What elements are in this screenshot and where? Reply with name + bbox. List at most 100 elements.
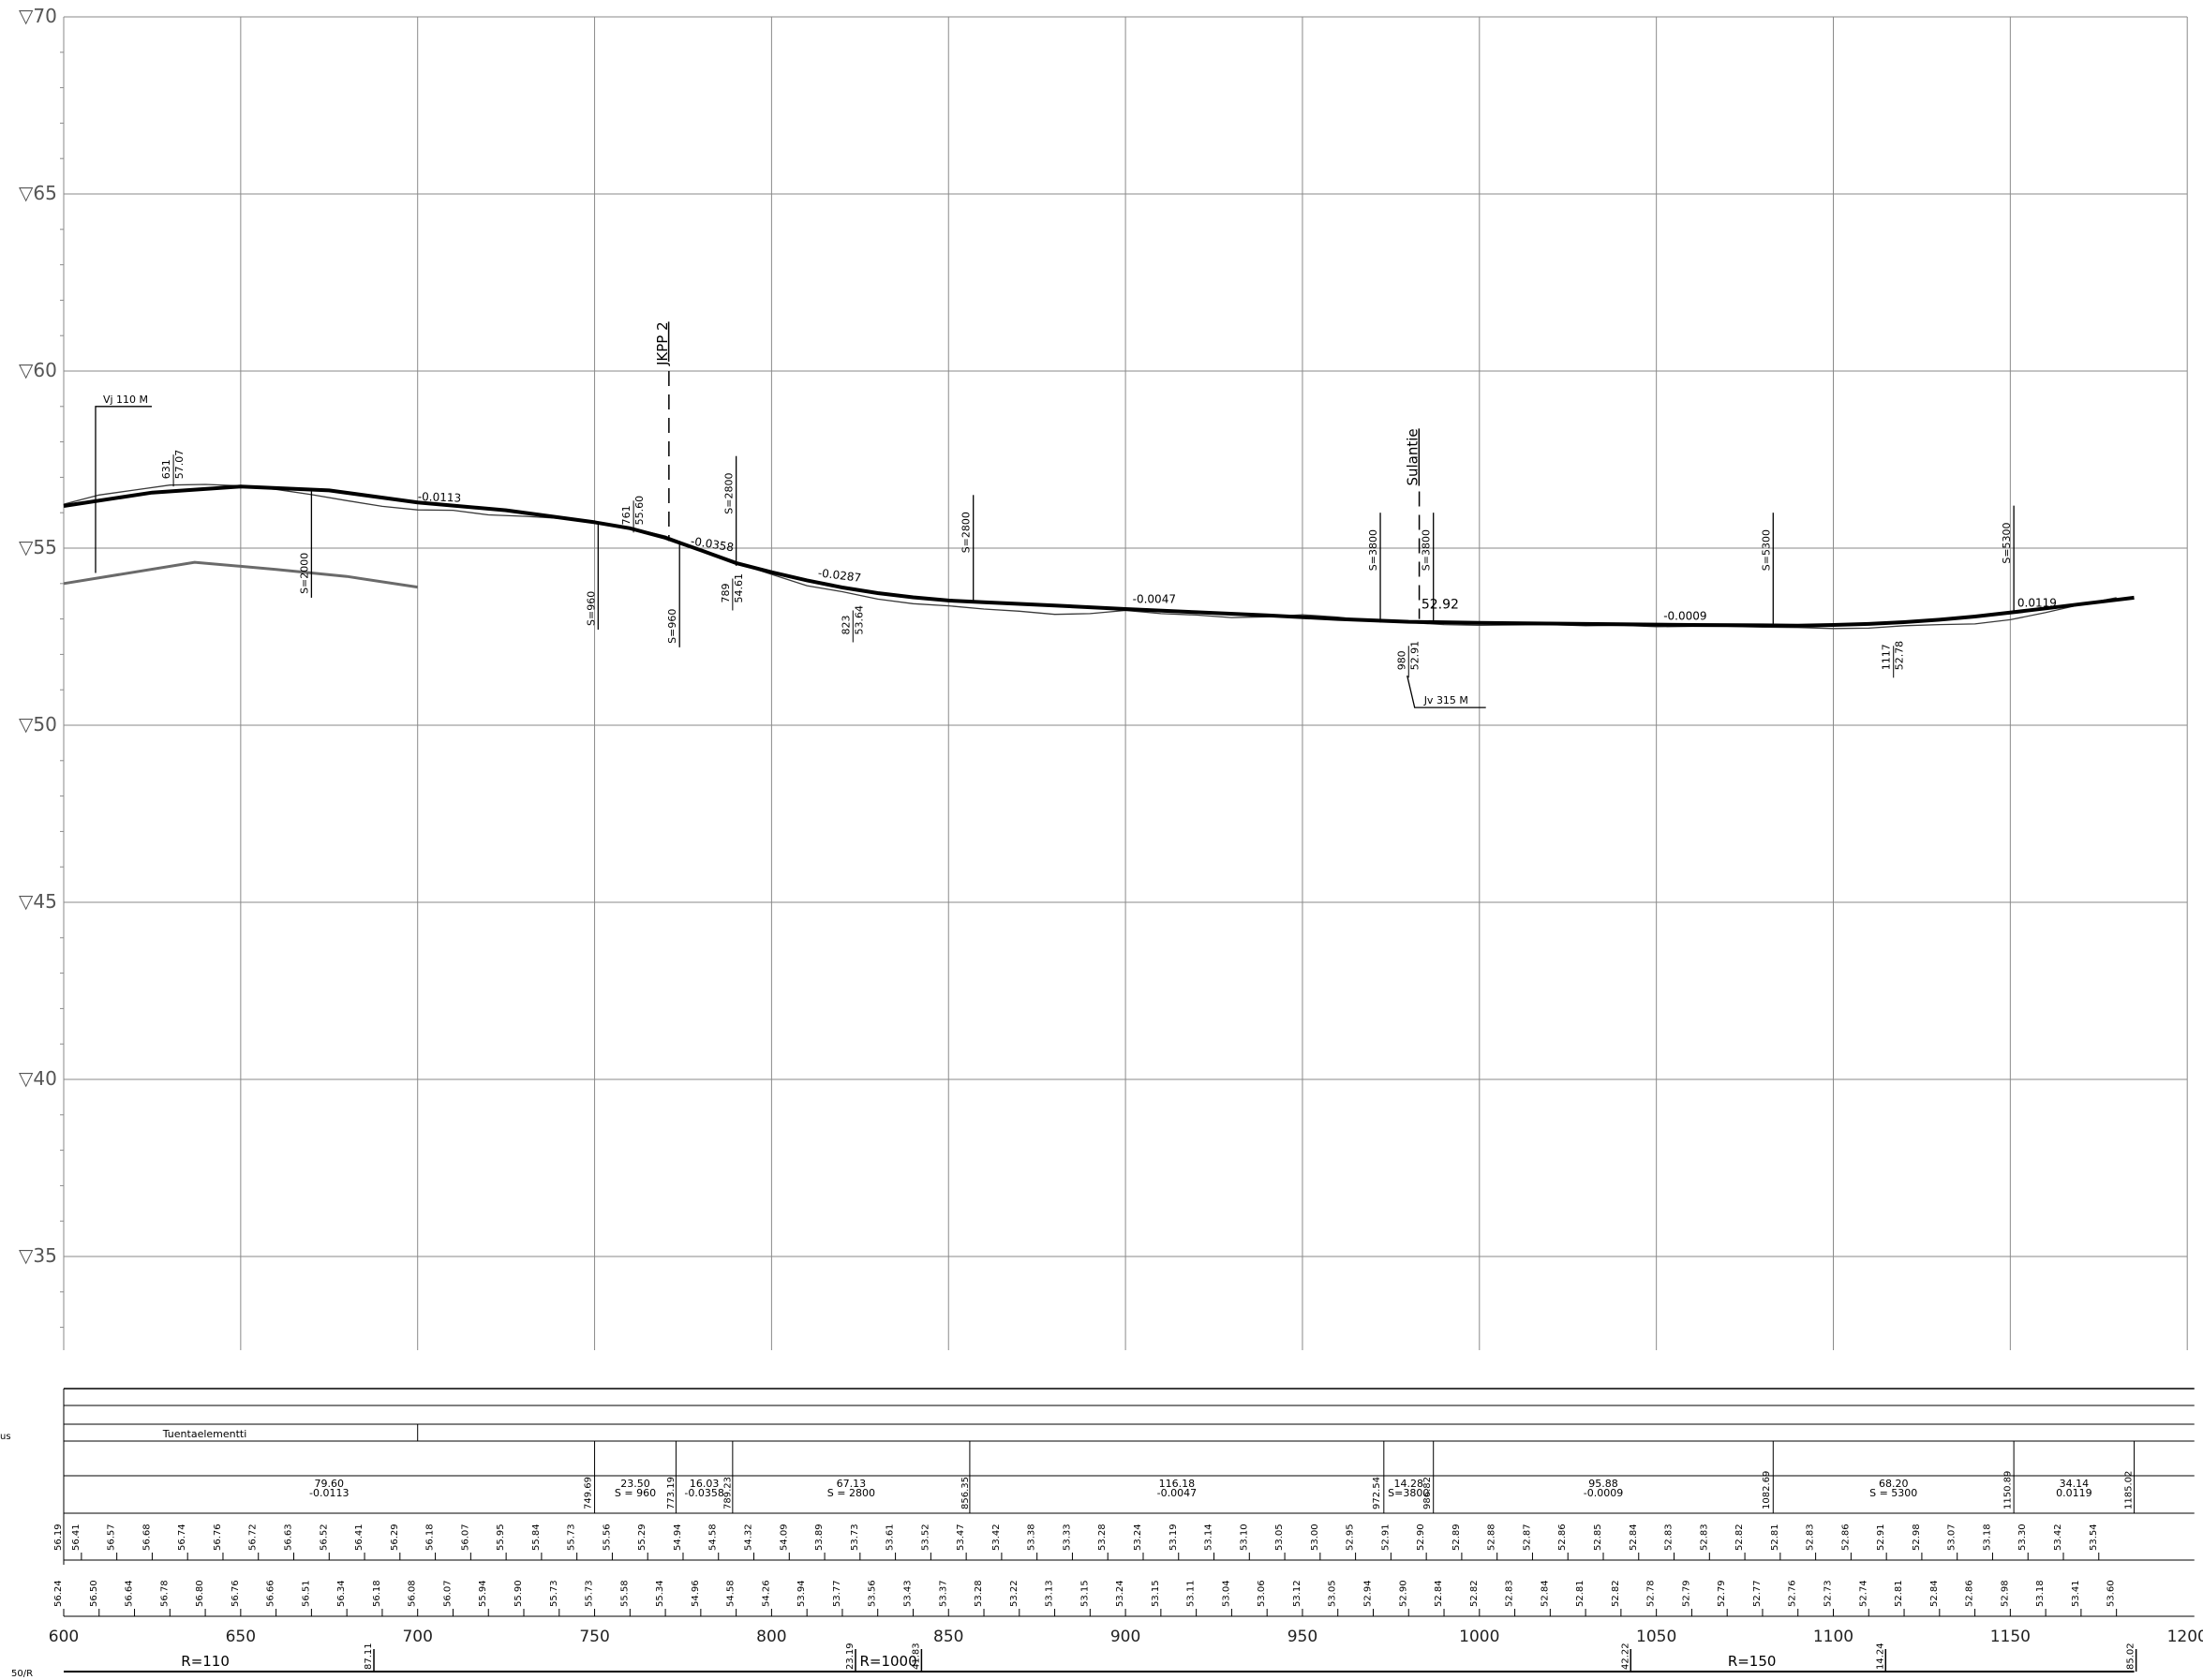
band-breakpoint-label: 1150.89 (2003, 1471, 2014, 1509)
band-segment-length: 68.20 (1879, 1478, 1909, 1490)
design-elevation-value: 52.91 (1876, 1524, 1886, 1551)
design-elevation-value: 52.90 (1416, 1524, 1426, 1551)
ground-elevation-value: 52.77 (1752, 1580, 1763, 1607)
band-segment-length: 67.13 (837, 1478, 867, 1490)
band-segment-length: 34.14 (2060, 1478, 2090, 1490)
station-label: 1100 (1813, 1628, 1853, 1646)
design-elevation-value: 56.76 (213, 1524, 223, 1551)
ground-elevation-value: 53.15 (1079, 1580, 1090, 1607)
band-segment-value: -0.0358 (684, 1487, 723, 1499)
ground-elevation-value: 53.11 (1186, 1580, 1197, 1607)
ground-elevation-value: 56.66 (266, 1580, 276, 1607)
band-segment-length: 95.88 (1588, 1478, 1618, 1490)
station-label: 750 (579, 1628, 609, 1646)
grade-label: -0.0009 (1663, 610, 1706, 623)
band-element-label: Tuentaelementti (162, 1428, 247, 1440)
design-elevation-value: 53.30 (2017, 1524, 2028, 1551)
curve-radius-label: S=2000 (298, 553, 310, 594)
point-elevation-label: 53.64 (853, 605, 865, 635)
design-elevation-value: 56.41 (71, 1524, 82, 1551)
alignment-mark-label: 42.22 (1620, 1643, 1630, 1670)
grade-label: 0.0119 (2017, 596, 2057, 609)
ground-elevation-value: 56.51 (301, 1580, 311, 1607)
band-breakpoint-label: 986.82 (1422, 1477, 1433, 1509)
elevation-label: ▽55 (19, 536, 57, 558)
ground-elevation-value: 52.74 (1858, 1580, 1868, 1607)
alignment-mark-label: 41.83 (911, 1643, 921, 1670)
point-station-label: 980 (1395, 650, 1407, 670)
ground-elevation-value: 56.78 (159, 1580, 170, 1607)
curve-radius-label: S=3800 (1421, 529, 1433, 571)
design-elevation-value: 55.56 (602, 1524, 612, 1551)
band-segment-length: 79.60 (315, 1478, 345, 1490)
design-elevation-value: 53.07 (1947, 1524, 1957, 1551)
ground-elevation-value: 55.34 (655, 1580, 665, 1607)
ground-elevation-value: 52.73 (1823, 1580, 1834, 1607)
alignment-mark-label: 14.24 (1875, 1643, 1885, 1670)
point-elevation-label: 52.78 (1894, 641, 1906, 671)
design-elevation-value: 52.82 (1734, 1524, 1745, 1551)
ground-elevation-value: 55.58 (619, 1580, 630, 1607)
ground-elevation-value: 53.37 (938, 1580, 948, 1607)
ground-elevation-value: 52.81 (1575, 1580, 1585, 1607)
ground-elevation-value: 56.76 (231, 1580, 241, 1607)
station-label: 1150 (1990, 1628, 2031, 1646)
design-elevation-value: 55.95 (496, 1524, 506, 1551)
design-elevation-value: 53.05 (1274, 1524, 1285, 1551)
design-elevation-value: 53.28 (1097, 1524, 1108, 1551)
side-alignment-line (63, 560, 418, 589)
grade-label: -0.0047 (1133, 593, 1176, 606)
design-elevation-value: 53.73 (850, 1524, 860, 1551)
elevation-label: ▽65 (19, 182, 57, 204)
ground-elevation-value: 52.90 (1398, 1580, 1408, 1607)
band-segment-value: -0.0113 (309, 1487, 349, 1499)
design-grade-line (63, 484, 2135, 628)
ground-elevation-value: 52.94 (1362, 1580, 1373, 1607)
ground-elevation-value: 53.22 (1009, 1580, 1020, 1607)
band-segment-length: 23.50 (620, 1478, 650, 1490)
band-row-label: us (0, 1432, 11, 1442)
ground-elevation-value: 53.18 (2035, 1580, 2046, 1607)
station-label: 900 (1110, 1628, 1140, 1646)
curve-radius-label: S=5300 (1760, 529, 1772, 571)
ground-elevation-value: 55.73 (585, 1580, 595, 1607)
point-station-label: 823 (840, 616, 852, 635)
design-elevation-value: 56.63 (284, 1524, 294, 1551)
ground-elevation-value: 52.82 (1611, 1580, 1621, 1607)
design-polyline (63, 484, 2135, 628)
curve-radius-label: S=960 (666, 609, 678, 644)
design-elevation-value: 53.24 (1133, 1524, 1143, 1551)
ground-elevation-value: 56.24 (53, 1580, 64, 1607)
design-elevation-value: 52.86 (1840, 1524, 1851, 1551)
elevation-label: ▽50 (19, 713, 57, 736)
elevation-label: ▽70 (19, 5, 57, 27)
curve-radius-label: S=2800 (723, 473, 736, 514)
ground-elevation-value: 53.43 (902, 1580, 913, 1607)
alignment-row-label: 50/R (11, 1669, 33, 1679)
design-elevation-value: 52.91 (1380, 1524, 1391, 1551)
station-label: 600 (49, 1628, 79, 1646)
ground-elevation-value: 55.73 (549, 1580, 559, 1607)
ground-elevation-value: 53.15 (1151, 1580, 1161, 1607)
design-elevation-value: 52.83 (1664, 1524, 1675, 1551)
point-station-label: 789 (720, 583, 732, 602)
band-segment-value: S = 5300 (1869, 1487, 1917, 1499)
station-label: 650 (226, 1628, 256, 1646)
ground-elevation-value: 53.06 (1257, 1580, 1267, 1607)
point-elevation-label: 55.60 (633, 496, 646, 526)
design-elevation-value: 52.95 (1346, 1524, 1356, 1551)
ground-elevation-value: 52.79 (1717, 1580, 1727, 1607)
design-elevation-value: 54.58 (708, 1524, 719, 1551)
ground-elevation-value: 53.56 (868, 1580, 878, 1607)
elevation-axis-labels: ▽70 ▽65 ▽60 ▽55 ▽50 ▽45 ▽40 ▽35 (19, 5, 57, 1267)
design-elevation-value: 54.32 (744, 1524, 754, 1551)
band-segment-length: 116.18 (1159, 1478, 1196, 1490)
design-elevation-value: 52.84 (1629, 1524, 1639, 1551)
ground-elevation-value: 53.04 (1221, 1580, 1231, 1607)
ground-elevation-value: 52.86 (1965, 1580, 1975, 1607)
band-breakpoint-label: 749.69 (583, 1477, 593, 1509)
station-label: 850 (933, 1628, 963, 1646)
design-elevation-value: 53.61 (886, 1524, 896, 1551)
alignment-radius-label: R=1000 (859, 1653, 916, 1670)
alignment-mark-label: 87.11 (364, 1643, 374, 1670)
